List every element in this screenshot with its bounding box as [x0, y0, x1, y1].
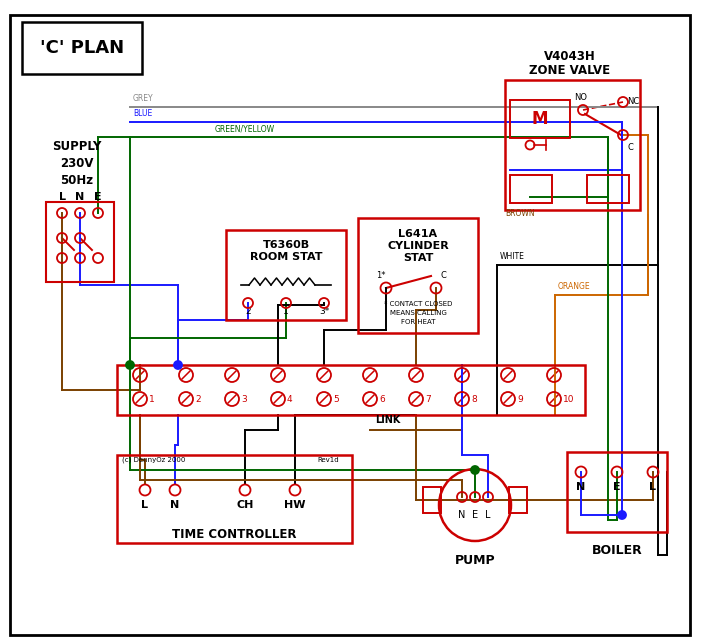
Text: E: E: [613, 482, 621, 492]
Text: ROOM STAT: ROOM STAT: [250, 252, 322, 262]
Text: WHITE: WHITE: [500, 252, 525, 261]
Text: 3: 3: [241, 395, 246, 404]
Text: C: C: [627, 142, 633, 151]
Text: NC: NC: [627, 97, 639, 106]
Text: CH: CH: [237, 500, 253, 510]
Text: N: N: [75, 192, 85, 202]
Text: SUPPLY
230V
50Hz: SUPPLY 230V 50Hz: [53, 140, 102, 187]
Text: 8: 8: [471, 395, 477, 404]
Text: N: N: [458, 510, 465, 520]
Text: 7: 7: [425, 395, 431, 404]
Text: N: N: [576, 482, 585, 492]
Text: 6: 6: [379, 395, 385, 404]
Text: L: L: [485, 510, 491, 520]
Text: 1: 1: [283, 308, 289, 317]
Text: 2: 2: [245, 308, 251, 317]
Text: GREY: GREY: [133, 94, 154, 103]
Text: Rev1d: Rev1d: [317, 457, 338, 463]
Text: GREEN/YELLOW: GREEN/YELLOW: [215, 124, 275, 133]
Text: ORANGE: ORANGE: [558, 282, 590, 291]
Text: CYLINDER: CYLINDER: [387, 241, 449, 251]
Text: C: C: [440, 272, 446, 281]
Text: * CONTACT CLOSED
MEANS CALLING
FOR HEAT: * CONTACT CLOSED MEANS CALLING FOR HEAT: [384, 301, 452, 324]
Text: 5: 5: [333, 395, 339, 404]
Circle shape: [471, 466, 479, 474]
Text: V4043H: V4043H: [544, 51, 596, 63]
Text: HW: HW: [284, 500, 306, 510]
Text: 1: 1: [149, 395, 154, 404]
Text: L: L: [649, 482, 656, 492]
Text: L: L: [58, 192, 65, 202]
Text: NO: NO: [574, 92, 588, 101]
Text: 1*: 1*: [376, 272, 386, 281]
Text: PUMP: PUMP: [455, 553, 496, 567]
Text: 10: 10: [563, 395, 574, 404]
Text: E: E: [94, 192, 102, 202]
Text: T6360B: T6360B: [263, 240, 310, 250]
Text: BLUE: BLUE: [133, 109, 152, 118]
Text: (c) DennyOz 2000: (c) DennyOz 2000: [122, 457, 185, 463]
Text: N: N: [171, 500, 180, 510]
Circle shape: [174, 361, 182, 369]
Text: 2: 2: [195, 395, 201, 404]
Text: L: L: [142, 500, 149, 510]
Text: ZONE VALVE: ZONE VALVE: [529, 63, 611, 76]
Circle shape: [618, 511, 626, 519]
Text: BROWN: BROWN: [505, 209, 535, 218]
Text: STAT: STAT: [403, 253, 433, 263]
Text: 9: 9: [517, 395, 523, 404]
Text: 'C' PLAN: 'C' PLAN: [40, 39, 124, 57]
Text: BOILER: BOILER: [592, 544, 642, 556]
Text: M: M: [531, 110, 548, 128]
Text: 4: 4: [287, 395, 293, 404]
Text: LINK: LINK: [375, 415, 400, 425]
Text: 3*: 3*: [319, 308, 329, 317]
Text: E: E: [472, 510, 478, 520]
Circle shape: [126, 361, 134, 369]
Text: L641A: L641A: [399, 229, 437, 239]
Text: TIME CONTROLLER: TIME CONTROLLER: [172, 528, 296, 542]
